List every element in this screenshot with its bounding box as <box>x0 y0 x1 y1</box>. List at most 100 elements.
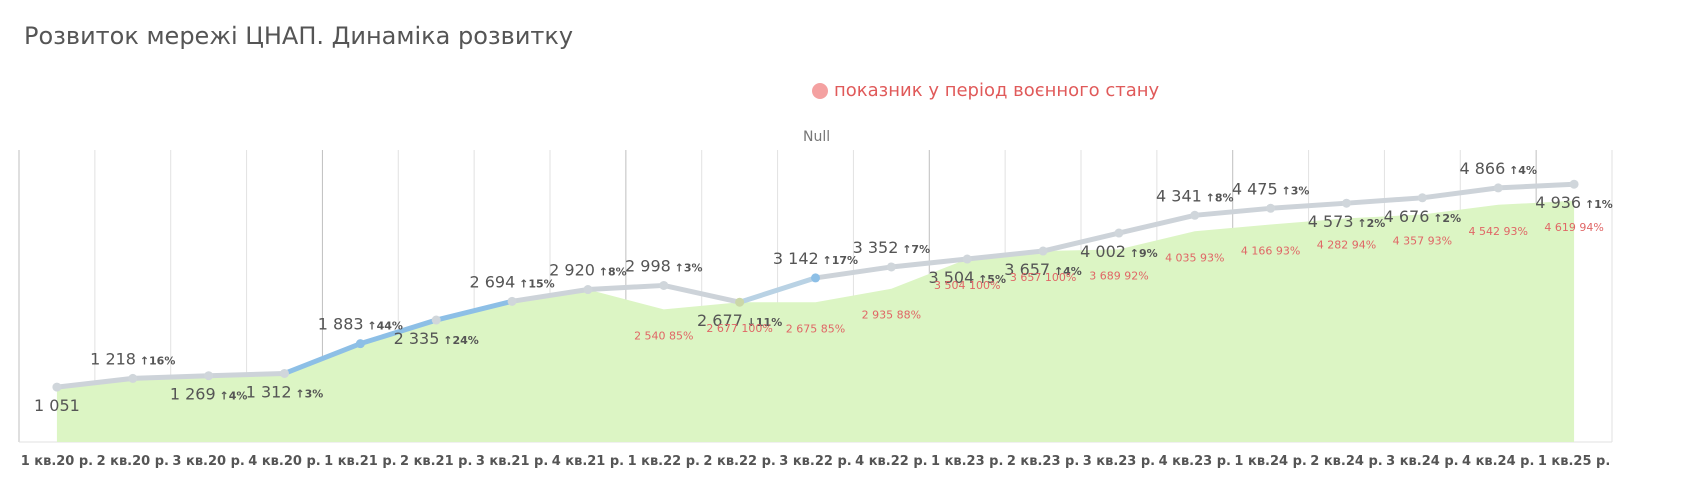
value-label-number: 2 694 <box>469 272 515 291</box>
line-segment <box>1268 200 1349 211</box>
value-label-number: 3 352 <box>853 238 899 257</box>
line-point <box>735 297 745 307</box>
x-tick-label: 4 кв.22 р. <box>855 454 927 469</box>
value-label-number: 3 142 <box>773 249 819 268</box>
value-label-change: ↑15% <box>515 277 554 290</box>
value-label-change: ↑4% <box>1505 164 1537 177</box>
line-point <box>1417 193 1427 203</box>
value-label: 4 676 ↑2% <box>1384 207 1462 226</box>
line-point <box>1493 183 1503 193</box>
line-segment <box>1419 185 1501 201</box>
line-segment <box>357 317 439 347</box>
legend[interactable]: показник у період воєнного стану <box>812 80 1159 101</box>
line-segment <box>813 264 894 281</box>
x-tick-label: 3 кв.24 р. <box>1386 454 1458 469</box>
line-segment <box>433 298 515 323</box>
line-point <box>204 371 214 381</box>
value-label: 2 998 ↑3% <box>625 256 703 275</box>
x-tick-label: 1 кв.24 р. <box>1234 454 1306 469</box>
x-tick-label: 4 кв.23 р. <box>1159 454 1231 469</box>
line-point <box>886 262 896 272</box>
value-label: 2 694 ↑15% <box>469 272 554 291</box>
value-label: 4 002 ↑9% <box>1080 242 1158 261</box>
value-label: 4 475 ↑3% <box>1232 179 1310 198</box>
line-point <box>128 373 138 383</box>
x-tick-label: 1 кв.23 р. <box>931 454 1003 469</box>
line-point <box>1266 203 1276 213</box>
line-point <box>811 273 820 283</box>
line-point <box>1038 246 1048 256</box>
value-label-change: ↑4% <box>1050 265 1082 278</box>
line-segment <box>1192 205 1274 218</box>
line-point <box>52 382 62 392</box>
value-label-change: ↑4% <box>216 390 248 403</box>
line-point <box>1190 210 1200 220</box>
value-label-number: 1 269 <box>170 385 216 404</box>
value-label-change: ↑17% <box>819 254 858 267</box>
x-tick-label: 1 кв.22 р. <box>628 454 700 469</box>
line-segment <box>509 287 591 304</box>
line-point <box>659 280 669 290</box>
x-tick-label: 1 кв.21 р. <box>324 454 396 469</box>
line-segment <box>1495 181 1577 191</box>
x-axis-ticks: 1 кв.20 р. 2 кв.20 р. 3 кв.20 р. 4 кв.20 р.… <box>21 454 1611 469</box>
value-label-change: ↑2% <box>1429 212 1461 225</box>
value-label-number: 4 002 <box>1080 242 1126 261</box>
line-point <box>431 315 441 325</box>
value-label: 2 335 ↑24% <box>394 329 479 348</box>
value-label: 2 920 ↑8% <box>549 261 627 280</box>
value-label-number: 2 920 <box>549 261 595 280</box>
value-label-number: 3 657 <box>1004 260 1050 279</box>
wartime-label: 3 689 92% <box>1089 269 1148 282</box>
value-label: 4 341 ↑8% <box>1156 186 1234 205</box>
x-tick-label: 2 кв.23 р. <box>1007 454 1079 469</box>
value-label-change: ↑8% <box>1202 191 1234 204</box>
line-segment <box>964 248 1046 262</box>
value-label-change: ↑3% <box>671 261 703 274</box>
x-tick-label: 2 кв.22 р. <box>703 454 775 469</box>
value-label-number: 1 883 <box>318 315 364 334</box>
value-label-number: 4 866 <box>1459 159 1505 178</box>
wartime-label: 2 675 85% <box>786 322 845 335</box>
wartime-label: 3 504 100% <box>934 279 1000 292</box>
x-tick-label: 3 кв.20 р. <box>172 454 244 469</box>
value-label-number: 2 998 <box>625 256 671 275</box>
line-points <box>52 179 1579 392</box>
value-label-number: 3 504 <box>928 268 974 287</box>
value-label: 2 677 ↓11% <box>697 311 782 330</box>
area-series <box>56 200 1575 442</box>
value-label-number: 4 341 <box>1156 186 1202 205</box>
value-label-change: ↑44% <box>364 320 403 333</box>
value-label-number: 2 335 <box>394 329 440 348</box>
value-label: 1 218 ↑16% <box>90 349 175 368</box>
x-tick-label: 2 кв.21 р. <box>400 454 472 469</box>
value-label: 1 312 ↑3% <box>246 382 324 401</box>
x-tick-label: 3 кв.21 р. <box>476 454 548 469</box>
x-tick-label: 2 кв.24 р. <box>1310 454 1382 469</box>
null-label: Null <box>803 129 831 145</box>
line-point <box>507 296 517 306</box>
line-point <box>1569 179 1579 189</box>
value-label-number: 4 475 <box>1232 179 1278 198</box>
value-label: 1 269 ↑4% <box>170 385 248 404</box>
line-segment <box>737 275 818 305</box>
value-label-change: ↑1% <box>1581 198 1613 211</box>
area-fill <box>56 200 1575 442</box>
value-label-change: ↑3% <box>292 387 324 400</box>
wartime-label: 2 677 100% <box>706 322 772 335</box>
value-label-change: ↑9% <box>1126 247 1158 260</box>
value-label: 4 573 ↑2% <box>1308 212 1386 231</box>
value-label-change: ↑8% <box>595 266 627 279</box>
x-tick-label: 1 кв.25 р. <box>1538 454 1610 469</box>
value-label-change: ↑7% <box>898 243 930 256</box>
value-label-change: ↑24% <box>439 334 478 347</box>
value-label: 3 504 ↑5% <box>928 268 1006 287</box>
line-segment <box>585 282 667 293</box>
value-label: 1 883 ↑44% <box>318 315 403 334</box>
line-segment <box>1040 230 1122 254</box>
value-label: 1 051 <box>34 396 80 415</box>
line-segment <box>661 282 743 305</box>
line-segment <box>888 256 970 270</box>
